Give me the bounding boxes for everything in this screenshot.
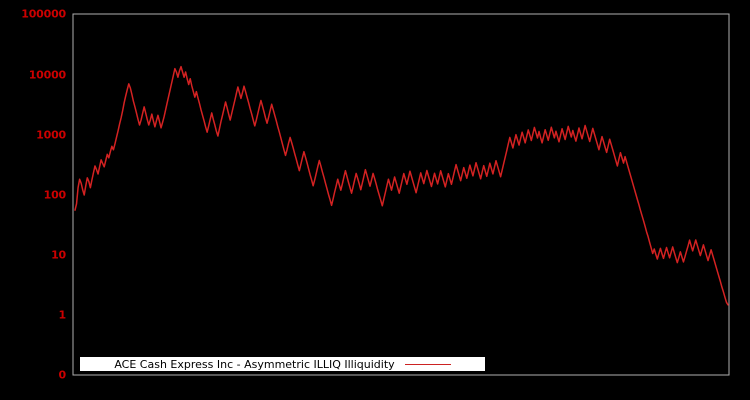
y-tick-label: 10000: [28, 68, 66, 81]
y-tick-label: 1000: [36, 128, 66, 142]
legend-label: ACE Cash Express Inc - Asymmetric ILLIQ …: [114, 357, 395, 371]
chart-legend[interactable]: ACE Cash Express Inc - Asymmetric ILLIQ …: [80, 357, 485, 371]
y-tick-label: 100000: [21, 7, 66, 21]
y-tick-label: 10: [51, 248, 66, 262]
plot-frame: [72, 13, 730, 376]
data-series-line: [74, 65, 729, 306]
legend-line-swatch: [404, 363, 451, 365]
y-tick-label: 0: [58, 368, 67, 382]
y-tick-label: 1: [58, 308, 67, 321]
y-tick-label: 100: [43, 188, 67, 201]
